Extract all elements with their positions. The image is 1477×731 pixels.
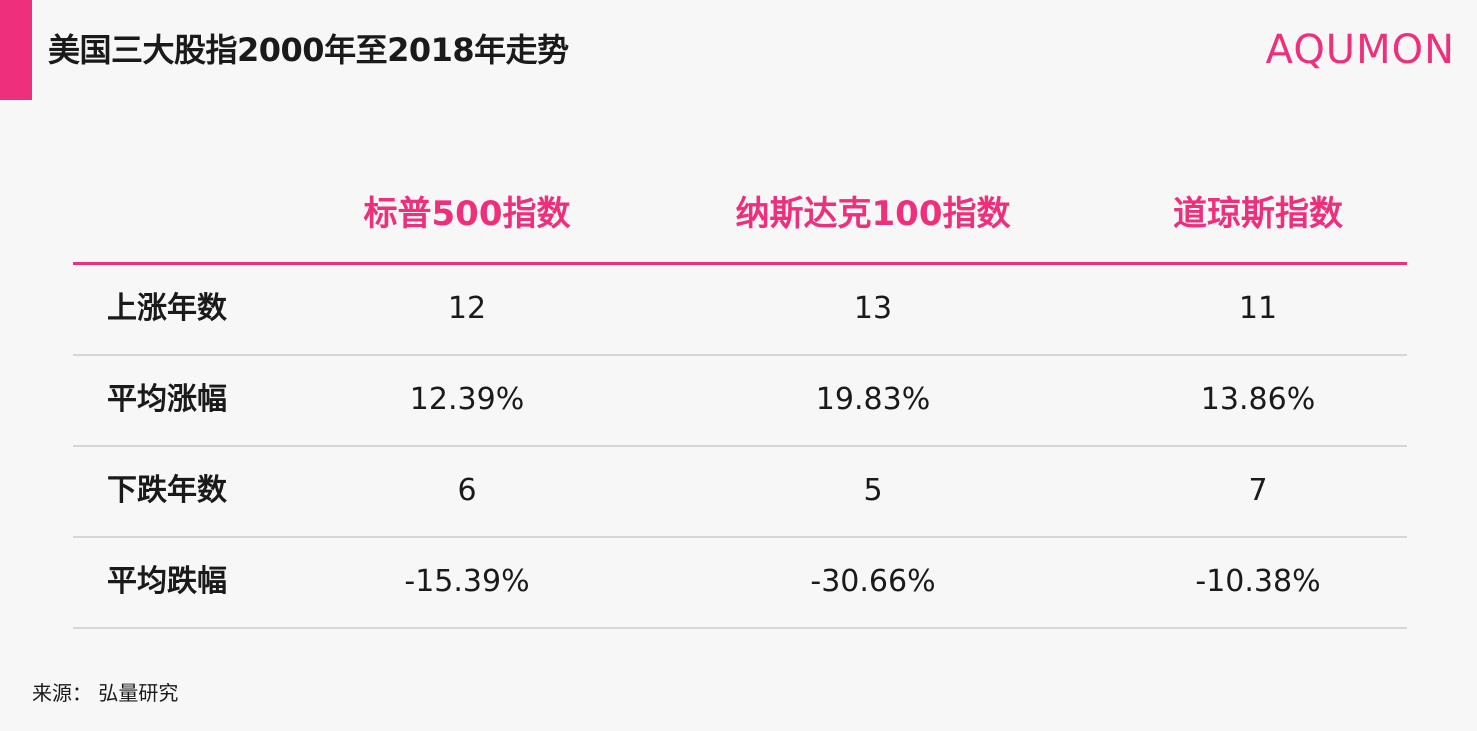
brand-logo: AQUMON: [1265, 27, 1455, 73]
table-row-avg-loss: 平均跌幅 -15.39% -30.66% -10.38%: [73, 538, 1407, 629]
column-header-dowjones: 道琼斯指数: [1173, 194, 1343, 234]
table-cell: -15.39%: [404, 564, 530, 599]
column-header-nasdaq100: 纳斯达克100指数: [735, 194, 1011, 234]
data-table: 标普500指数 纳斯达克100指数 道琼斯指数 上涨年数 12 13 11 平均…: [73, 170, 1407, 629]
header-divider: [73, 262, 1407, 265]
accent-bar: [0, 0, 32, 100]
table-row-up-years: 上涨年数 12 13 11: [73, 265, 1407, 356]
table-cell: 6: [457, 473, 477, 508]
row-label: 下跌年数: [107, 473, 227, 508]
table-cell: 12.39%: [409, 382, 525, 417]
table-cell: 13: [853, 291, 893, 326]
column-header-sp500: 标普500指数: [363, 194, 571, 234]
table-row-avg-gain: 平均涨幅 12.39% 19.83% 13.86%: [73, 356, 1407, 447]
row-label: 上涨年数: [107, 291, 227, 326]
table-cell: 11: [1238, 291, 1278, 326]
table-cell: 5: [863, 473, 883, 508]
table-cell: 12: [447, 291, 487, 326]
table-cell: 7: [1248, 473, 1268, 508]
table-cell: -30.66%: [810, 564, 936, 599]
table-header-row: 标普500指数 纳斯达克100指数 道琼斯指数: [73, 170, 1407, 262]
table-cell: 13.86%: [1200, 382, 1316, 417]
row-label: 平均涨幅: [107, 382, 227, 417]
row-label: 平均跌幅: [107, 564, 227, 599]
table-cell: 19.83%: [815, 382, 931, 417]
table-cell: -10.38%: [1195, 564, 1321, 599]
page-title: 美国三大股指2000年至2018年走势: [48, 31, 569, 69]
table-row-down-years: 下跌年数 6 5 7: [73, 447, 1407, 538]
source-note: 来源： 弘量研究: [32, 681, 179, 705]
